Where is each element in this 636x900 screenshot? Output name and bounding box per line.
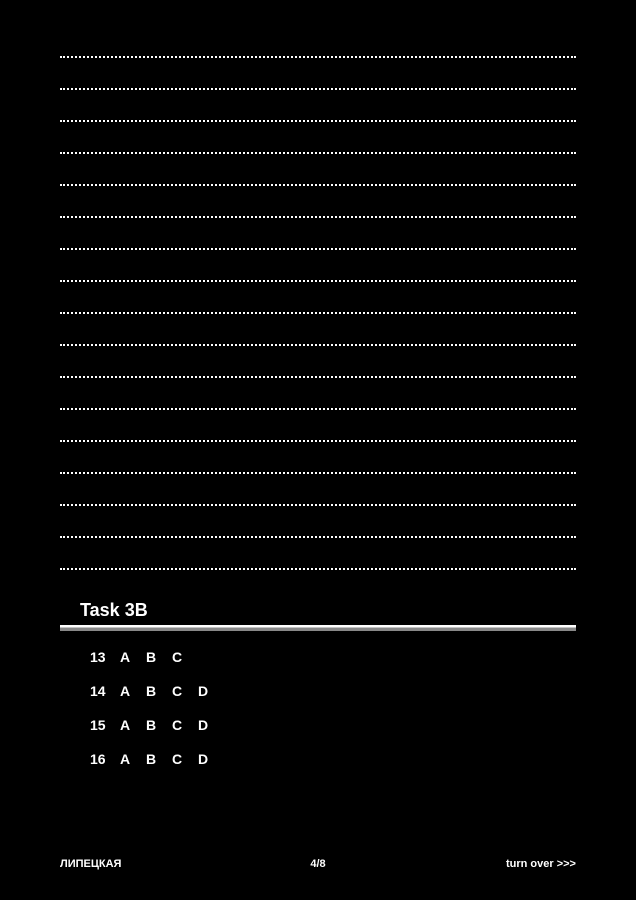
answer-choice[interactable]: B <box>146 649 172 665</box>
writing-line <box>60 498 576 506</box>
answer-choice[interactable]: C <box>172 751 198 767</box>
page: Task 3B 13ABC14ABCD15ABCD16ABCD ЛИПЕЦКАЯ… <box>0 0 636 900</box>
answer-choice[interactable]: A <box>120 683 146 699</box>
writing-line <box>60 114 576 122</box>
answer-choice[interactable]: C <box>172 717 198 733</box>
answer-choice[interactable]: D <box>198 717 224 733</box>
page-number: 4/8 <box>310 858 325 870</box>
writing-lines <box>60 50 576 570</box>
task-title: Task 3B <box>80 600 576 621</box>
task-section: Task 3B 13ABC14ABCD15ABCD16ABCD <box>60 600 576 767</box>
answer-choice[interactable]: D <box>198 751 224 767</box>
writing-line <box>60 82 576 90</box>
task-row: 15ABCD <box>90 717 576 733</box>
writing-line <box>60 530 576 538</box>
task-divider <box>60 625 576 631</box>
writing-line <box>60 562 576 570</box>
answer-choice[interactable]: B <box>146 751 172 767</box>
task-row: 16ABCD <box>90 751 576 767</box>
answer-choice[interactable]: C <box>172 649 198 665</box>
writing-line <box>60 274 576 282</box>
writing-line <box>60 306 576 314</box>
task-row: 14ABCD <box>90 683 576 699</box>
task-row: 13ABC <box>90 649 576 665</box>
writing-line <box>60 434 576 442</box>
writing-line <box>60 370 576 378</box>
answer-choice[interactable]: C <box>172 683 198 699</box>
writing-line <box>60 50 576 58</box>
writing-line <box>60 466 576 474</box>
answer-choice[interactable]: A <box>120 751 146 767</box>
writing-line <box>60 178 576 186</box>
task-row-number: 16 <box>90 751 120 767</box>
answer-choice[interactable]: B <box>146 683 172 699</box>
answer-choice[interactable]: B <box>146 717 172 733</box>
writing-line <box>60 210 576 218</box>
footer-left: ЛИПЕЦКАЯ <box>60 858 121 870</box>
footer: ЛИПЕЦКАЯ 4/8 turn over >>> <box>60 858 576 870</box>
writing-line <box>60 338 576 346</box>
task-row-number: 15 <box>90 717 120 733</box>
writing-line <box>60 146 576 154</box>
answer-choice[interactable]: A <box>120 649 146 665</box>
answer-choice[interactable]: A <box>120 717 146 733</box>
writing-line <box>60 242 576 250</box>
footer-right: turn over >>> <box>506 858 576 870</box>
task-row-number: 13 <box>90 649 120 665</box>
task-rows: 13ABC14ABCD15ABCD16ABCD <box>60 649 576 767</box>
writing-line <box>60 402 576 410</box>
answer-choice[interactable]: D <box>198 683 224 699</box>
task-row-number: 14 <box>90 683 120 699</box>
